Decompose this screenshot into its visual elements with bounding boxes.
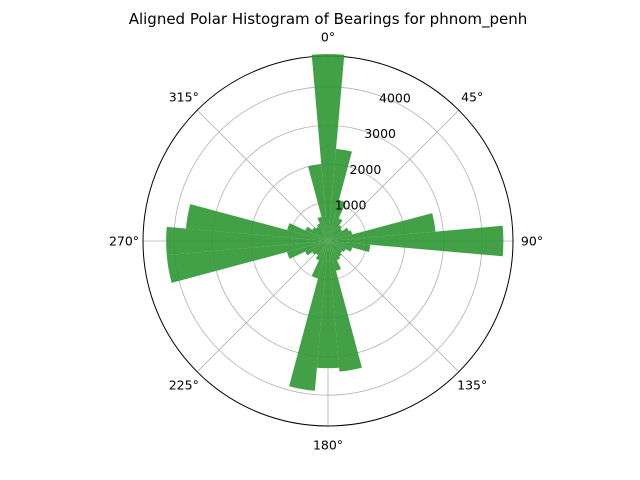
bar-220: [315, 241, 328, 256]
bar-140: [328, 241, 342, 257]
angle-tick-label-45: 45°: [461, 89, 483, 104]
bar-310: [312, 227, 328, 241]
bar-130: [328, 241, 343, 254]
angle-tick-label-315: 315°: [169, 89, 199, 104]
bar-170: [328, 241, 362, 372]
bar-160: [328, 241, 342, 271]
angle-tick-label-180: 180°: [313, 438, 343, 453]
bar-260: [166, 241, 328, 283]
bar-10: [328, 148, 352, 241]
radial-tick-label-1000: 1000: [335, 197, 367, 212]
bar-190: [289, 241, 328, 391]
bar-300: [305, 226, 328, 241]
bar-30: [328, 218, 343, 241]
bar-110: [328, 241, 353, 252]
bar-180: [316, 241, 340, 369]
radial-tick-label-4000: 4000: [379, 91, 411, 106]
bar-70: [328, 230, 353, 241]
bar-270: [166, 226, 328, 256]
bar-280: [185, 204, 328, 241]
bar-200: [311, 241, 328, 279]
bar-100: [328, 241, 371, 252]
chart-title: Aligned Polar Histogram of Bearings for …: [129, 10, 528, 29]
bar-150: [328, 241, 341, 261]
angular-gridline-225: [196, 240, 329, 373]
bar-60: [328, 227, 349, 241]
bar-80: [328, 213, 436, 241]
tick-labels-layer: 0° 45° 90° 135° 180° 225° 270° 315° 1000 2000 3000…: [109, 30, 543, 453]
angle-tick-label-135: 135°: [457, 378, 487, 393]
bar-350: [308, 164, 328, 241]
angular-gridline-45: [327, 109, 460, 242]
angle-tick-label-270: 270°: [109, 234, 139, 249]
bar-50: [328, 228, 343, 241]
angle-tick-label-90: 90°: [521, 234, 543, 249]
bar-290: [287, 223, 328, 241]
bar-210: [315, 241, 328, 261]
bar-240: [305, 241, 328, 256]
bar-340: [317, 216, 328, 241]
bar-230: [312, 241, 328, 255]
bar-0: [311, 54, 345, 242]
bar-40: [328, 225, 342, 241]
bar-90: [328, 225, 504, 257]
radial-tick-label-2000: 2000: [350, 162, 382, 177]
angular-gridline-135: [327, 240, 460, 373]
bar-330: [316, 223, 328, 241]
angle-tick-label-0: 0°: [321, 30, 335, 45]
angle-tick-label-225: 225°: [169, 378, 199, 393]
bar-20: [328, 200, 346, 241]
bar-120: [328, 241, 346, 253]
bar-250: [287, 241, 328, 259]
radial-tick-label-3000: 3000: [364, 126, 396, 141]
angular-gridline-315: [196, 109, 329, 242]
bars-layer: [166, 54, 504, 391]
bar-320: [315, 226, 328, 241]
